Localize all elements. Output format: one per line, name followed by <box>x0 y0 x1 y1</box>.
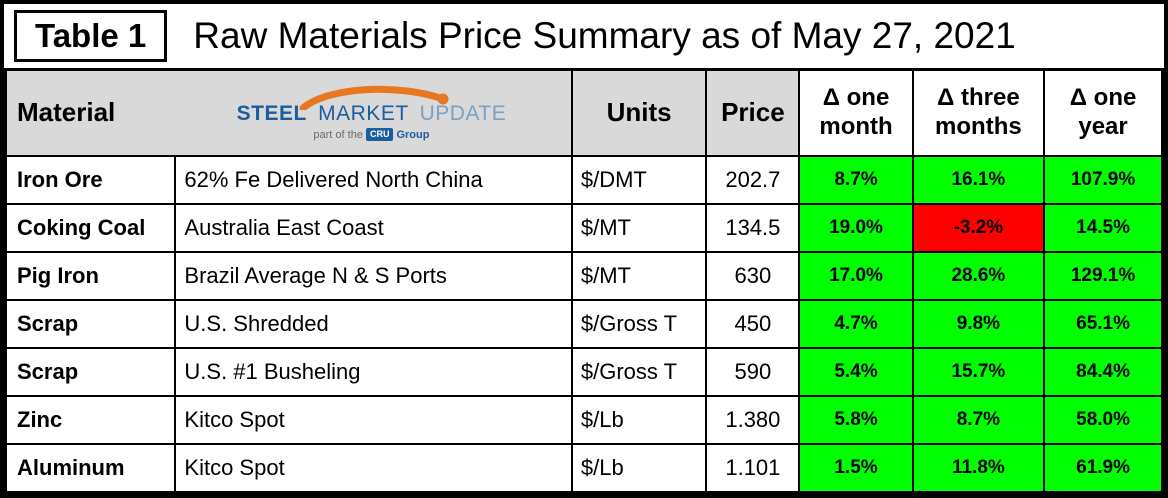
delta-one-month-cell: 5.8% <box>798 395 914 446</box>
units-cell: $/MT <box>570 202 708 253</box>
logo-update: UPDATE <box>419 102 507 126</box>
header-row: Material STEEL MARKET UPDATE <box>4 68 1164 157</box>
delta-one-month-cell: 4.7% <box>798 298 914 350</box>
delta-three-months-cell: 9.8% <box>911 298 1046 350</box>
price-cell: 1.380 <box>705 395 801 446</box>
units-cell: $/Gross T <box>570 347 708 398</box>
cru-badge: CRU <box>365 128 394 142</box>
table-row: Zinc Kitco Spot $/Lb 1.380 5.8% 8.7% 58.… <box>4 395 1164 446</box>
column-header-material-group: Material STEEL MARKET UPDATE <box>4 68 573 157</box>
material-cell: Iron Ore <box>4 154 177 205</box>
price-cell: 134.5 <box>705 202 801 253</box>
delta-one-month-cell: 5.4% <box>798 347 914 398</box>
delta-three-months-cell: 15.7% <box>911 347 1046 398</box>
description-cell: 62% Fe Delivered North China <box>174 154 573 205</box>
delta-three-months-cell: 16.1% <box>911 154 1046 205</box>
delta-one-year-cell: 58.0% <box>1043 395 1164 446</box>
description-cell: Kitco Spot <box>174 395 573 446</box>
delta-one-month-cell: 17.0% <box>798 250 914 301</box>
material-cell: Coking Coal <box>4 202 177 253</box>
description-cell: Brazil Average N & S Ports <box>174 250 573 301</box>
material-cell: Scrap <box>4 298 177 350</box>
price-cell: 1.101 <box>705 443 801 494</box>
logo-tagline-prefix: part of the <box>313 128 363 141</box>
price-cell: 630 <box>705 250 801 301</box>
logo-tagline-group: Group <box>396 128 430 141</box>
table-row: Scrap U.S. #1 Busheling $/Gross T 590 5.… <box>4 347 1164 398</box>
column-header-material: Material <box>17 97 116 128</box>
logo-tagline: part of the CRU Group <box>313 128 430 142</box>
column-header-delta-one-year: Δ one year <box>1043 68 1164 157</box>
units-cell: $/Lb <box>570 443 708 494</box>
units-cell: $/Gross T <box>570 298 708 350</box>
column-header-units: Units <box>570 68 708 157</box>
material-cell: Scrap <box>4 347 177 398</box>
price-cell: 450 <box>705 298 801 350</box>
material-cell: Aluminum <box>4 443 177 494</box>
price-cell: 202.7 <box>705 154 801 205</box>
smu-logo: STEEL MARKET UPDATE part of the CRU Grou… <box>172 84 571 142</box>
description-cell: U.S. Shredded <box>174 298 573 350</box>
column-header-price: Price <box>705 68 801 157</box>
table-row: Iron Ore 62% Fe Delivered North China $/… <box>4 154 1164 205</box>
page-title: Raw Materials Price Summary as of May 27… <box>193 15 1016 56</box>
column-header-delta-one-month: Δ one month <box>798 68 914 157</box>
description-cell: U.S. #1 Busheling <box>174 347 573 398</box>
table-row: Scrap U.S. Shredded $/Gross T 450 4.7% 9… <box>4 298 1164 350</box>
logo-market: MARKET <box>318 102 409 126</box>
units-cell: $/Lb <box>570 395 708 446</box>
table-label: Table 1 <box>14 10 168 62</box>
description-cell: Australia East Coast <box>174 202 573 253</box>
table-wrap: Material STEEL MARKET UPDATE <box>4 68 1164 494</box>
table-row: Coking Coal Australia East Coast $/MT 13… <box>4 202 1164 253</box>
delta-three-months-cell: 8.7% <box>911 395 1046 446</box>
price-cell: 590 <box>705 347 801 398</box>
table-row: Aluminum Kitco Spot $/Lb 1.101 1.5% 11.8… <box>4 443 1164 494</box>
table-row: Pig Iron Brazil Average N & S Ports $/MT… <box>4 250 1164 301</box>
description-cell: Kitco Spot <box>174 443 573 494</box>
delta-one-month-cell: 1.5% <box>798 443 914 494</box>
delta-one-year-cell: 129.1% <box>1043 250 1164 301</box>
column-header-delta-three-months: Δ three months <box>911 68 1046 157</box>
delta-three-months-cell: 11.8% <box>911 443 1046 494</box>
units-cell: $/MT <box>570 250 708 301</box>
delta-one-year-cell: 84.4% <box>1043 347 1164 398</box>
delta-one-year-cell: 65.1% <box>1043 298 1164 350</box>
material-cell: Pig Iron <box>4 250 177 301</box>
units-cell: $/DMT <box>570 154 708 205</box>
delta-one-month-cell: 19.0% <box>798 202 914 253</box>
delta-one-year-cell: 61.9% <box>1043 443 1164 494</box>
material-cell: Zinc <box>4 395 177 446</box>
delta-one-month-cell: 8.7% <box>798 154 914 205</box>
delta-three-months-cell: 28.6% <box>911 250 1046 301</box>
logo-swoosh-icon <box>299 86 449 111</box>
raw-materials-table: Material STEEL MARKET UPDATE <box>4 68 1164 494</box>
title-bar: Table 1 Raw Materials Price Summary as o… <box>4 4 1164 68</box>
logo-wordmark: STEEL MARKET UPDATE <box>237 102 507 126</box>
delta-one-year-cell: 14.5% <box>1043 202 1164 253</box>
delta-three-months-cell: -3.2% <box>911 202 1046 253</box>
logo-steel: STEEL <box>236 102 307 126</box>
delta-one-year-cell: 107.9% <box>1043 154 1164 205</box>
